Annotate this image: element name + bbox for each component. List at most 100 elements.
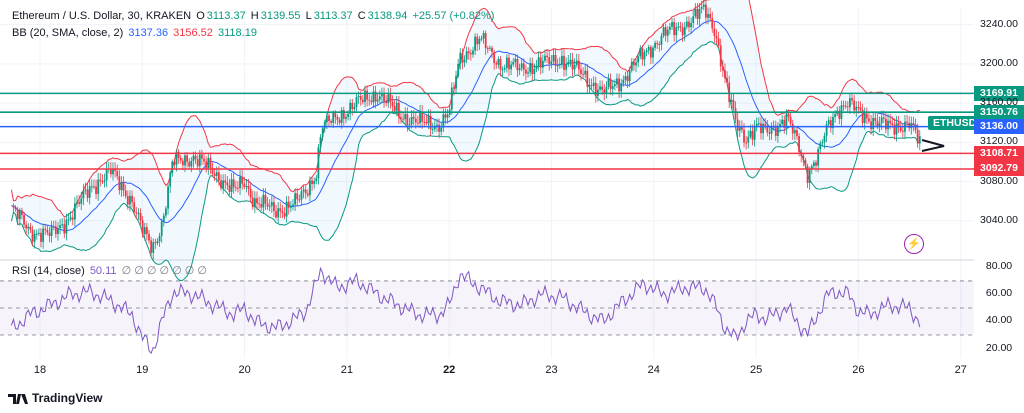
candle-body <box>832 116 834 129</box>
candle-body <box>228 185 231 192</box>
candle-body <box>334 112 337 118</box>
candle-body <box>762 123 764 134</box>
candle-body <box>810 166 813 169</box>
date-tick-label: 25 <box>749 364 763 376</box>
candle-body <box>484 33 487 49</box>
candle-body <box>67 219 70 221</box>
candle-body <box>884 118 887 130</box>
candle-body <box>364 90 366 103</box>
candle-body <box>224 180 227 183</box>
candle-body <box>421 111 424 122</box>
candle-body <box>889 120 892 124</box>
candle-body <box>702 4 705 7</box>
candle-body <box>918 136 921 144</box>
candle-body <box>870 121 872 130</box>
candle-body <box>755 123 758 127</box>
candle-body <box>467 51 470 54</box>
candle-body <box>95 186 97 195</box>
candle-body <box>550 61 553 64</box>
candle-body <box>785 113 788 128</box>
candle-body <box>643 52 646 60</box>
tradingview-logo[interactable]: TradingView <box>8 391 102 405</box>
candle-body <box>575 60 578 66</box>
candle-body <box>611 86 614 89</box>
candle-body <box>97 179 100 195</box>
candle-body <box>569 59 572 62</box>
candle-body <box>205 161 208 169</box>
candle-body <box>823 135 826 143</box>
candle-body <box>336 117 339 120</box>
candle-body <box>317 147 320 179</box>
candle-body <box>741 127 743 130</box>
candle-body <box>143 227 146 235</box>
candle-body <box>122 182 125 191</box>
candle-body <box>359 96 362 100</box>
price-tick-label: 3080.00 <box>980 174 1018 187</box>
rsi-tick-label: 60.00 <box>985 287 1013 300</box>
candle-body <box>395 102 398 111</box>
candle-body <box>234 187 237 189</box>
candle-body <box>510 64 512 70</box>
candle-body <box>688 21 690 28</box>
candle-body <box>654 42 656 48</box>
candle-body <box>179 157 182 161</box>
candle-body <box>747 136 750 143</box>
candle-body <box>433 125 436 130</box>
candle-body <box>753 126 756 140</box>
candle-body <box>563 55 565 70</box>
candle-body <box>647 46 650 51</box>
candle-body <box>387 94 390 104</box>
bb-label: BB (20, SMA, close, 2) <box>12 27 124 39</box>
candle-body <box>332 112 335 123</box>
candle-body <box>577 60 580 70</box>
candle-body <box>275 211 277 218</box>
candle-body <box>531 63 534 75</box>
candle-body <box>482 33 485 39</box>
candle-body <box>99 179 102 182</box>
candle-body <box>71 217 74 220</box>
candle-body <box>12 205 15 208</box>
candle-body <box>50 226 53 236</box>
candle-body <box>283 213 286 217</box>
candle-body <box>109 168 112 175</box>
candle-body <box>264 194 267 204</box>
candle-body <box>446 114 449 118</box>
candle-body <box>658 44 661 46</box>
candle-body <box>126 196 129 205</box>
candle-body <box>412 116 415 119</box>
candle-body <box>46 229 49 233</box>
candle-body <box>42 228 45 242</box>
candle-body <box>738 127 741 131</box>
candle-body <box>620 83 623 92</box>
candle-body <box>429 115 432 130</box>
candle-body <box>713 28 716 36</box>
candle-body <box>162 215 165 222</box>
candle-body <box>677 26 680 28</box>
candle-body <box>633 61 635 66</box>
candle-body <box>588 84 591 87</box>
candle-body <box>35 233 38 235</box>
candle-body <box>696 8 699 19</box>
candle-body <box>825 124 828 136</box>
candle-body <box>423 121 426 123</box>
candle-body <box>69 217 72 220</box>
candle-body <box>899 127 902 131</box>
candle-body <box>48 232 51 236</box>
candle-body <box>21 210 23 216</box>
candle-body <box>321 128 324 138</box>
bb-fill <box>11 0 920 281</box>
candle-body <box>190 160 193 167</box>
candle-body <box>844 105 847 107</box>
date-tick-label: 24 <box>647 364 660 376</box>
level-price-label: 3092.79 <box>974 161 1024 177</box>
candle-body <box>675 27 678 36</box>
candle-body <box>241 176 244 184</box>
candle-body <box>381 93 383 97</box>
lightning-icon[interactable]: ⚡ <box>904 234 924 254</box>
candle-body <box>681 27 684 36</box>
candle-body <box>779 124 781 128</box>
candle-body <box>887 120 889 130</box>
candle-body <box>544 55 546 61</box>
candle-body <box>340 110 343 123</box>
